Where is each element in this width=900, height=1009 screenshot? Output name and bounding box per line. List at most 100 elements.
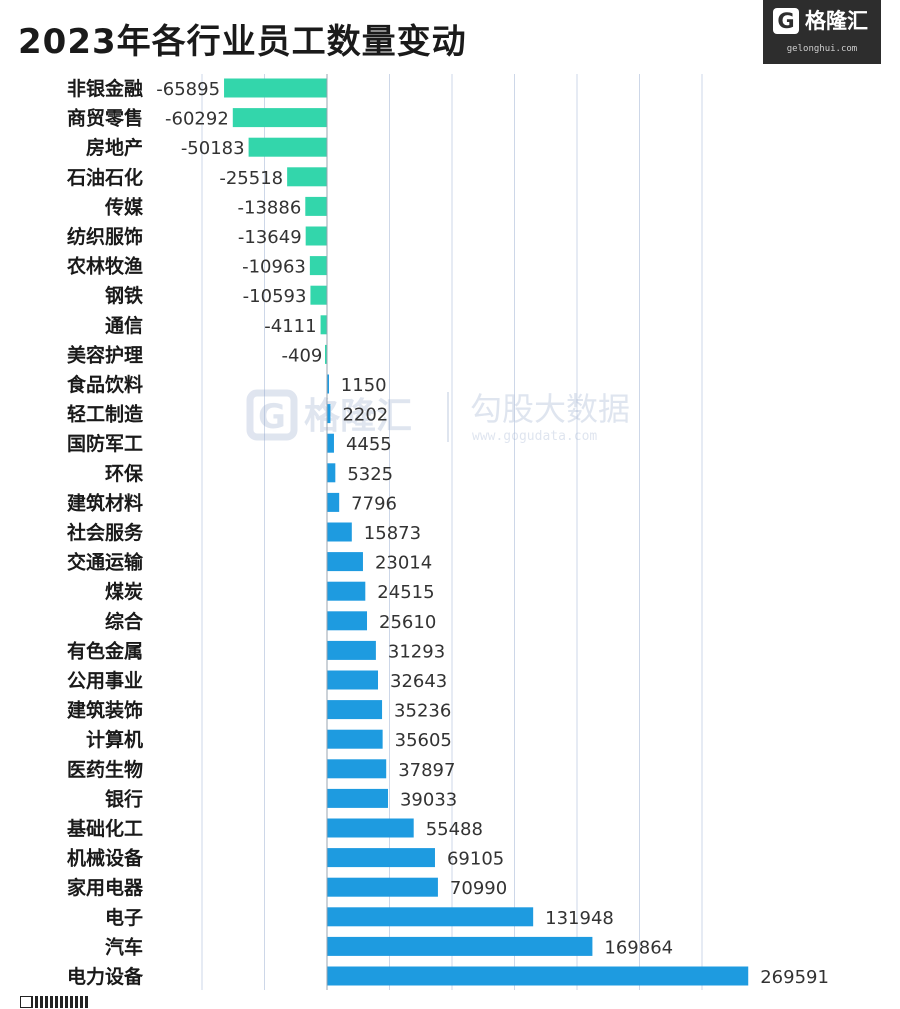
value-label-28: 131948 (545, 908, 614, 929)
value-label-21: 35236 (394, 701, 451, 722)
value-label-0: -65895 (156, 79, 220, 100)
category-label-24: 银行 (105, 787, 143, 810)
watermark-name: 格隆汇 (304, 396, 412, 437)
bar-17 (327, 581, 366, 601)
category-label-12: 国防军工 (67, 432, 143, 455)
category-label-30: 电力设备 (67, 965, 144, 988)
brand-g-icon: G (773, 8, 799, 34)
value-labels: -65895 -60292 -50183 -25518 -13886 -13649 -109… (156, 79, 829, 988)
bar-21 (327, 700, 383, 720)
category-label-23: 医药生物 (67, 758, 143, 781)
bar-25 (327, 818, 414, 838)
bar-27 (327, 877, 438, 897)
value-label-25: 55488 (426, 819, 483, 840)
value-label-10: 1150 (341, 375, 387, 396)
category-label-3: 石油石化 (66, 166, 143, 189)
category-label-29: 汽车 (105, 935, 143, 958)
value-label-2: -50183 (181, 138, 245, 159)
bar-26 (327, 848, 435, 868)
qr-code-icon (20, 996, 90, 1008)
bar-24 (327, 788, 388, 808)
category-label-16: 交通运输 (67, 551, 144, 574)
category-label-19: 有色金属 (67, 639, 143, 662)
category-label-18: 综合 (105, 610, 144, 633)
category-label-17: 煤炭 (105, 581, 143, 603)
category-label-20: 公用事业 (67, 669, 143, 692)
bar-22 (327, 729, 383, 749)
value-label-4: -13886 (238, 197, 302, 218)
bar-8 (320, 315, 327, 335)
bar-29 (327, 936, 593, 956)
bars (224, 78, 749, 986)
category-label-15: 社会服务 (66, 521, 144, 544)
brand-url: gelonghui.com (786, 44, 858, 54)
value-label-17: 24515 (377, 582, 434, 603)
watermark-g-icon: G (258, 397, 286, 437)
bar-12 (327, 433, 334, 453)
category-label-0: 非银金融 (67, 77, 143, 100)
category-label-11: 轻工制造 (67, 403, 144, 426)
value-label-22: 35605 (395, 730, 452, 751)
value-label-5: -13649 (238, 227, 302, 248)
category-label-14: 建筑材料 (67, 491, 143, 514)
bar-7 (310, 285, 327, 305)
bar-2 (248, 137, 327, 157)
value-label-23: 37897 (398, 760, 455, 781)
category-label-22: 计算机 (86, 728, 143, 751)
value-label-11: 2202 (342, 405, 388, 426)
value-label-3: -25518 (219, 168, 283, 189)
watermark-url: www.gogudata.com (472, 429, 597, 444)
chart-title: 2023年各行业员工数量变动 (18, 22, 467, 62)
value-label-20: 32643 (390, 671, 447, 692)
value-label-1: -60292 (165, 109, 229, 130)
bar-6 (309, 256, 327, 276)
value-label-29: 169864 (604, 937, 673, 958)
category-label-27: 家用电器 (67, 876, 144, 899)
value-label-27: 70990 (450, 878, 507, 899)
category-label-9: 美容护理 (67, 343, 143, 366)
watermark: G 格隆汇 勾股大数据 www.gogudata.com (246, 389, 630, 444)
bar-30 (327, 966, 749, 986)
bar-23 (327, 759, 387, 779)
category-label-13: 环保 (105, 462, 144, 485)
bar-0 (224, 78, 327, 98)
category-label-2: 房地产 (86, 136, 143, 159)
value-label-6: -10963 (242, 257, 306, 278)
bar-18 (327, 611, 368, 631)
bar-1 (232, 108, 327, 128)
watermark-brand: 勾股大数据 (470, 390, 630, 428)
bar-13 (327, 463, 336, 483)
category-label-28: 电子 (105, 906, 143, 929)
brand-name: 格隆汇 (805, 9, 868, 33)
bar-4 (305, 196, 327, 216)
bar-28 (327, 907, 534, 927)
value-label-18: 25610 (379, 612, 436, 633)
category-label-10: 食品饮料 (67, 373, 143, 396)
category-label-26: 机械设备 (67, 847, 144, 870)
value-label-13: 5325 (347, 464, 393, 485)
value-label-30: 269591 (760, 967, 829, 988)
bar-14 (327, 492, 340, 512)
bar-3 (287, 167, 327, 187)
value-label-16: 23014 (375, 553, 432, 574)
value-label-14: 7796 (351, 493, 397, 514)
brand-logo: G 格隆汇 gelonghui.com (763, 0, 881, 64)
value-label-24: 39033 (400, 789, 457, 810)
value-label-7: -10593 (243, 286, 307, 307)
bar-11 (327, 404, 331, 424)
category-label-5: 纺织服饰 (67, 225, 143, 248)
category-label-7: 钢铁 (105, 284, 143, 307)
watermark-g-icon-box (246, 389, 298, 441)
category-label-8: 通信 (105, 314, 143, 337)
value-label-26: 69105 (447, 849, 504, 870)
bar-20 (327, 670, 379, 690)
bar-16 (327, 552, 363, 572)
bar-5 (305, 226, 327, 246)
value-label-15: 15873 (364, 523, 421, 544)
category-label-1: 商贸零售 (67, 107, 143, 130)
bar-10 (327, 374, 329, 394)
value-label-9: -409 (282, 345, 323, 366)
value-label-8: -4111 (264, 316, 316, 337)
category-label-6: 农林牧渔 (66, 255, 143, 278)
